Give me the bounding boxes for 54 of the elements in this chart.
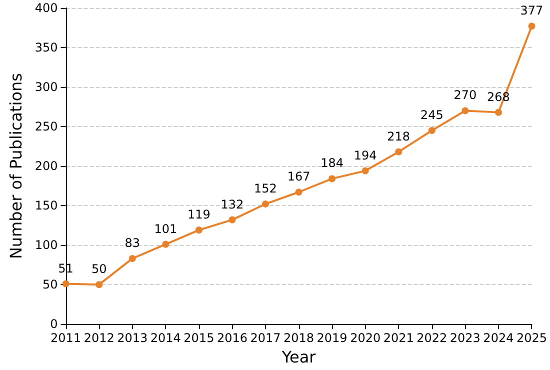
x-tick-label: 2021 <box>383 331 414 346</box>
data-label: 152 <box>254 181 277 196</box>
point <box>428 126 436 134</box>
point <box>228 216 236 224</box>
point <box>262 200 269 208</box>
data-label: 184 <box>320 156 344 170</box>
point <box>395 148 402 156</box>
x-tick-label: 2020 <box>350 331 381 346</box>
point <box>62 280 70 288</box>
x-tick-label: 2016 <box>216 331 248 346</box>
point <box>362 167 369 174</box>
y-tick-label: 0 <box>50 317 58 332</box>
x-tick-label: 2017 <box>250 331 281 346</box>
x-tick-label: 2013 <box>117 331 148 346</box>
x-tick-label: 2024 <box>483 331 514 346</box>
point <box>128 255 136 262</box>
data-label: 119 <box>187 208 210 222</box>
y-tick-label: 50 <box>42 278 58 292</box>
data-label: 132 <box>220 197 244 212</box>
x-tick-label: 2022 <box>416 331 448 346</box>
point <box>462 107 469 114</box>
point <box>528 22 536 30</box>
point <box>162 240 170 248</box>
y-tick-label: 400 <box>34 1 58 15</box>
y-tick-label: 100 <box>34 238 58 252</box>
y-tick-label: 300 <box>34 80 58 94</box>
point <box>295 188 302 196</box>
point <box>195 226 202 234</box>
y-tick-label: 350 <box>34 40 58 55</box>
y-tick-label: 200 <box>34 159 58 174</box>
x-tick-label: 2011 <box>50 331 82 346</box>
data-label: 245 <box>420 108 444 122</box>
x-tick-label: 2018 <box>283 331 314 346</box>
data-label: 218 <box>387 129 410 144</box>
data-label: 270 <box>454 88 477 102</box>
y-tick-label: 150 <box>34 198 58 213</box>
data-label: 101 <box>154 222 178 236</box>
data-label: 167 <box>287 170 310 184</box>
x-tick-label: 2023 <box>450 331 480 346</box>
point <box>494 108 502 116</box>
x-tick-label: 2019 <box>316 331 348 346</box>
x-axis-title: Year <box>280 348 316 366</box>
data-label: 377 <box>520 4 544 18</box>
y-axis-title: Number of Publications <box>6 73 26 260</box>
x-tick-label: 2014 <box>150 331 181 346</box>
data-label: 83 <box>124 236 140 250</box>
x-tick-label: 2015 <box>184 331 214 346</box>
x-tick-label: 2012 <box>84 331 114 346</box>
data-label: 50 <box>91 262 107 276</box>
data-label: 194 <box>354 148 377 162</box>
x-tick-label: 2025 <box>516 331 548 346</box>
point <box>96 281 103 288</box>
point <box>328 175 336 182</box>
y-tick-label: 250 <box>34 120 58 134</box>
